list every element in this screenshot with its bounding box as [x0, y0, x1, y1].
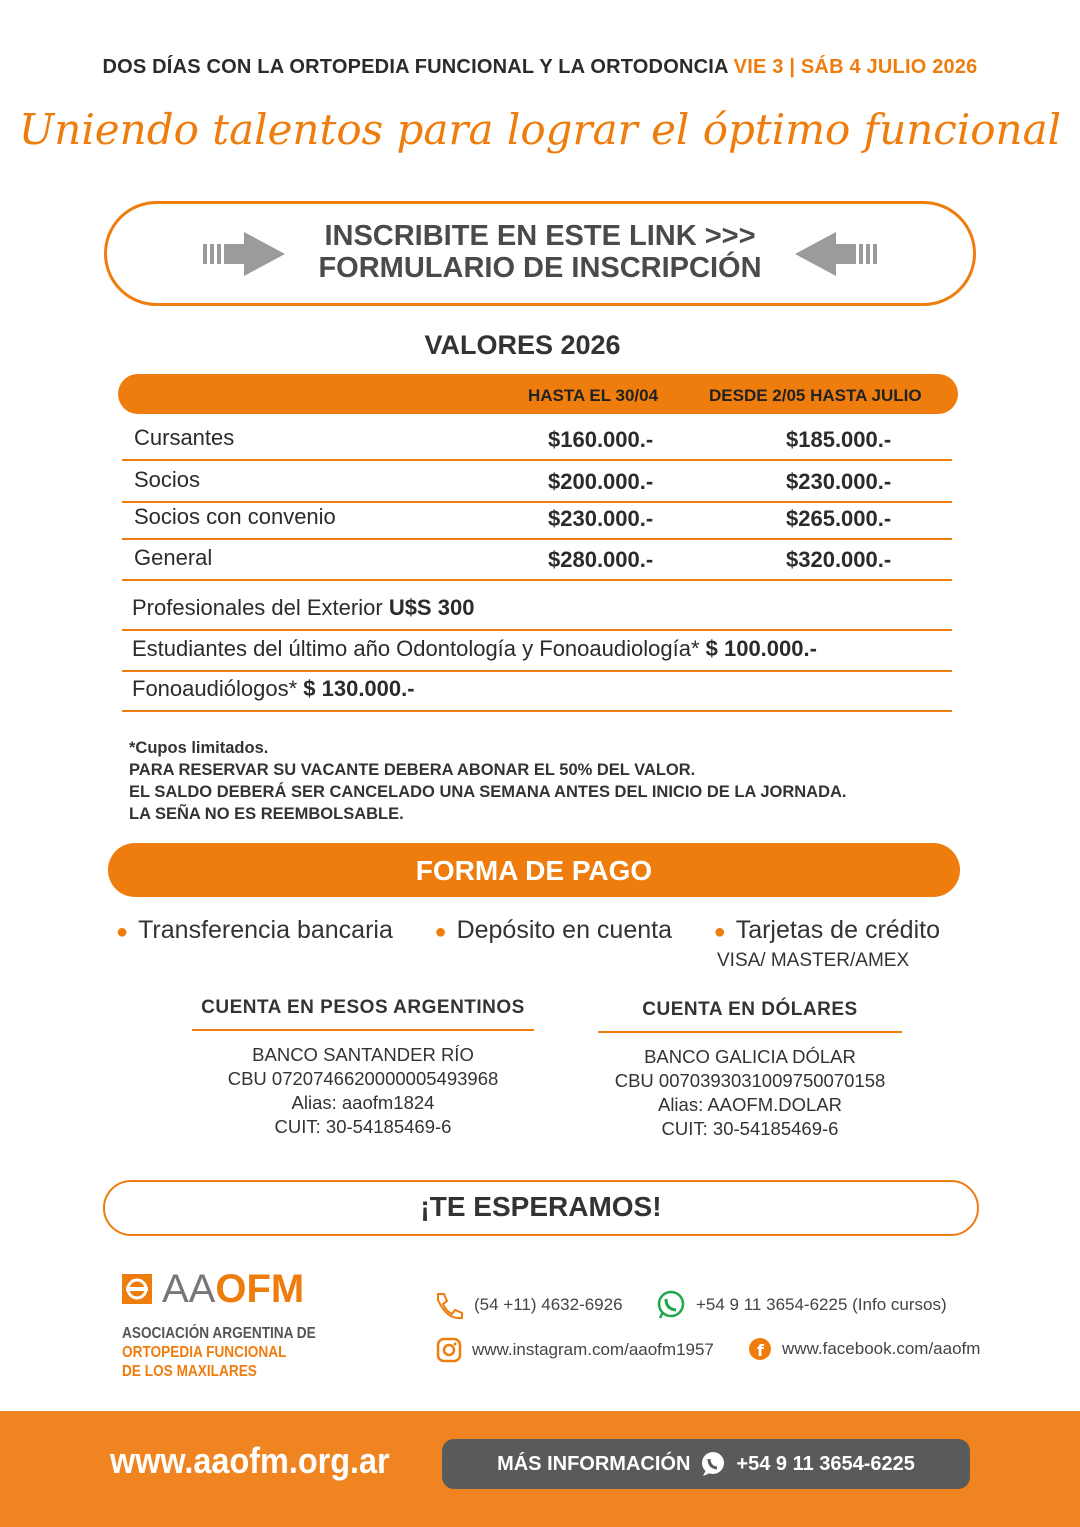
- prices-table-header: HASTA EL 30/04 DESDE 2/05 HASTA JULIO: [118, 374, 958, 414]
- extra-row: Estudiantes del último año Odontología y…: [122, 631, 952, 672]
- cbu: CBU 0070393031009750070158: [614, 1070, 886, 1091]
- payment-method: ● Tarjetas de crédito: [714, 916, 940, 945]
- price-late: $185.000.-: [786, 427, 892, 452]
- cuit: CUIT: 30-54185469-6: [274, 1116, 452, 1137]
- column-late: DESDE 2/05 HASTA JULIO: [709, 386, 922, 405]
- account-title: CUENTA EN DÓLARES: [598, 999, 902, 1033]
- phone-contact: (54 +11) 4632-6926: [432, 1290, 623, 1320]
- closing-banner: ¡TE ESPERAMOS!: [103, 1180, 979, 1236]
- row-label: Socios con convenio: [134, 504, 336, 529]
- price-early: $160.000.-: [548, 427, 654, 452]
- website-link[interactable]: www.aaofm.org.ar: [110, 1440, 390, 1481]
- svg-text:f: f: [757, 1341, 765, 1360]
- tagline: Uniendo talentos para lograr el óptimo f…: [18, 105, 1062, 154]
- method-label: Tarjetas de crédito: [735, 916, 940, 944]
- price-early: $200.000.-: [548, 469, 654, 494]
- row-label: Socios: [134, 467, 201, 492]
- extra-value: U$S 300: [388, 595, 475, 620]
- facebook-icon: f: [749, 1338, 771, 1360]
- notes: *Cupos limitados. PARA RESERVAR SU VACAN…: [129, 737, 847, 825]
- cuit: CUIT: 30-54185469-6: [661, 1118, 839, 1139]
- instagram-icon: [436, 1337, 462, 1363]
- more-info-phone: +54 9 11 3654-6225: [736, 1452, 915, 1475]
- facebook-link[interactable]: www.facebook.com/aaofm: [782, 1339, 981, 1358]
- prices-title: VALORES 2026: [424, 330, 621, 360]
- logo-aa: AA: [162, 1267, 216, 1311]
- logo-line: ASOCIACIÓN ARGENTINA DE: [122, 1325, 316, 1342]
- phone-icon: [437, 1293, 463, 1320]
- phone-number[interactable]: (54 +11) 4632-6926: [474, 1295, 623, 1314]
- method-label: Depósito en cuenta: [456, 916, 672, 944]
- whatsapp-icon: [657, 1290, 685, 1319]
- method-label: Transferencia bancaria: [138, 916, 393, 944]
- extra-row: Profesionales del Exterior U$S 300: [122, 581, 952, 631]
- price-early: $230.000.-: [548, 506, 654, 531]
- account-dolares: CUENTA EN DÓLARES BANCO GALICIA DÓLAR CB…: [598, 999, 902, 1141]
- instagram-contact: www.instagram.com/aaofm1957: [436, 1337, 714, 1363]
- table-row: Cursantes $160.000.- $185.000.-: [122, 414, 952, 461]
- alias: Alias: aaofm1824: [291, 1092, 435, 1113]
- row-label: Cursantes: [134, 425, 235, 450]
- price-early: $280.000.-: [548, 547, 654, 572]
- event-title: DOS DÍAS CON LA ORTOPEDIA FUNCIONAL Y LA…: [102, 56, 728, 78]
- logo-ofm: OFM: [215, 1267, 305, 1311]
- signup-line-2[interactable]: FORMULARIO DE INSCRIPCIÓN: [318, 252, 762, 284]
- signup-line-1[interactable]: INSCRIBITE EN ESTE LINK >>>: [324, 220, 756, 252]
- logo-mark-icon: [122, 1274, 152, 1304]
- extra-label: Profesionales del Exterior: [132, 595, 383, 620]
- extra-label: Fonoaudiólogos*: [132, 676, 298, 701]
- bank: BANCO GALICIA DÓLAR: [644, 1046, 856, 1067]
- price-late: $230.000.-: [786, 469, 892, 494]
- note: *Cupos limitados.: [129, 739, 269, 757]
- account-title: CUENTA EN PESOS ARGENTINOS: [192, 997, 534, 1031]
- extra-value: $ 130.000.-: [303, 676, 415, 701]
- extra-value: $ 100.000.-: [705, 636, 817, 661]
- row-label: General: [134, 545, 213, 570]
- logo-line: DE LOS MAXILARES: [122, 1363, 257, 1380]
- price-late: $320.000.-: [786, 547, 892, 572]
- bank: BANCO SANTANDER RÍO: [252, 1044, 474, 1065]
- account-pesos: CUENTA EN PESOS ARGENTINOS BANCO SANTAND…: [192, 997, 534, 1139]
- payment-title: FORMA DE PAGO: [108, 843, 960, 897]
- extra-row: Fonoaudiólogos* $ 130.000.-: [122, 672, 952, 712]
- facebook-contact: f www.facebook.com/aaofm: [748, 1337, 980, 1361]
- payment-method: ● Transferencia bancaria: [116, 916, 393, 945]
- bullet-icon: ●: [116, 921, 129, 943]
- bullet-icon: ●: [713, 921, 726, 943]
- arrow-left-icon: [795, 232, 877, 276]
- aaofm-logo: AAOFM ASOCIACIÓN ARGENTINA DE ORTOPEDIA …: [122, 1269, 342, 1381]
- table-row: Socios con convenio $230.000.- $265.000.-: [122, 503, 952, 540]
- extra-label: Estudiantes del último año Odontología y…: [132, 636, 700, 661]
- column-early: HASTA EL 30/04: [528, 386, 659, 405]
- instagram-link[interactable]: www.instagram.com/aaofm1957: [472, 1340, 714, 1359]
- arrow-right-icon: [203, 232, 285, 276]
- more-info-label: MÁS INFORMACIÓN: [497, 1452, 691, 1475]
- logo-line: ORTOPEDIA FUNCIONAL: [122, 1344, 287, 1361]
- more-info-button[interactable]: MÁS INFORMACIÓN +54 9 11 3654-6225: [442, 1439, 970, 1489]
- table-row: Socios $200.000.- $230.000.-: [122, 461, 952, 503]
- event-dates: VIE 3 | SÁB 4 JULIO 2026: [733, 56, 978, 78]
- table-row: General $280.000.- $320.000.-: [122, 540, 952, 581]
- whatsapp-contact: +54 9 11 3654-6225 (Info cursos): [656, 1290, 947, 1320]
- note: PARA RESERVAR SU VACANTE DEBERA ABONAR E…: [129, 761, 696, 779]
- note: EL SALDO DEBERÁ SER CANCELADO UNA SEMANA…: [129, 783, 847, 801]
- whatsapp-number[interactable]: +54 9 11 3654-6225 (Info cursos): [696, 1295, 947, 1314]
- price-late: $265.000.-: [786, 506, 892, 531]
- whatsapp-icon: [702, 1452, 725, 1476]
- payment-methods: ● Transferencia bancaria ● Depósito en cue…: [116, 916, 940, 945]
- cbu: CBU 0720746620000005493968: [227, 1068, 499, 1089]
- bullet-icon: ●: [434, 921, 447, 943]
- note: LA SEÑA NO ES REEMBOLSABLE.: [129, 805, 404, 823]
- card-brands: VISA/ MASTER/AMEX: [717, 950, 910, 971]
- event-header: DOS DÍAS CON LA ORTOPEDIA FUNCIONAL Y LA…: [0, 56, 1080, 79]
- signup-link-button[interactable]: INSCRIBITE EN ESTE LINK >>> FORMULARIO D…: [104, 201, 976, 306]
- alias: Alias: AAOFM.DOLAR: [657, 1094, 842, 1115]
- payment-method: ● Depósito en cuenta: [434, 916, 672, 945]
